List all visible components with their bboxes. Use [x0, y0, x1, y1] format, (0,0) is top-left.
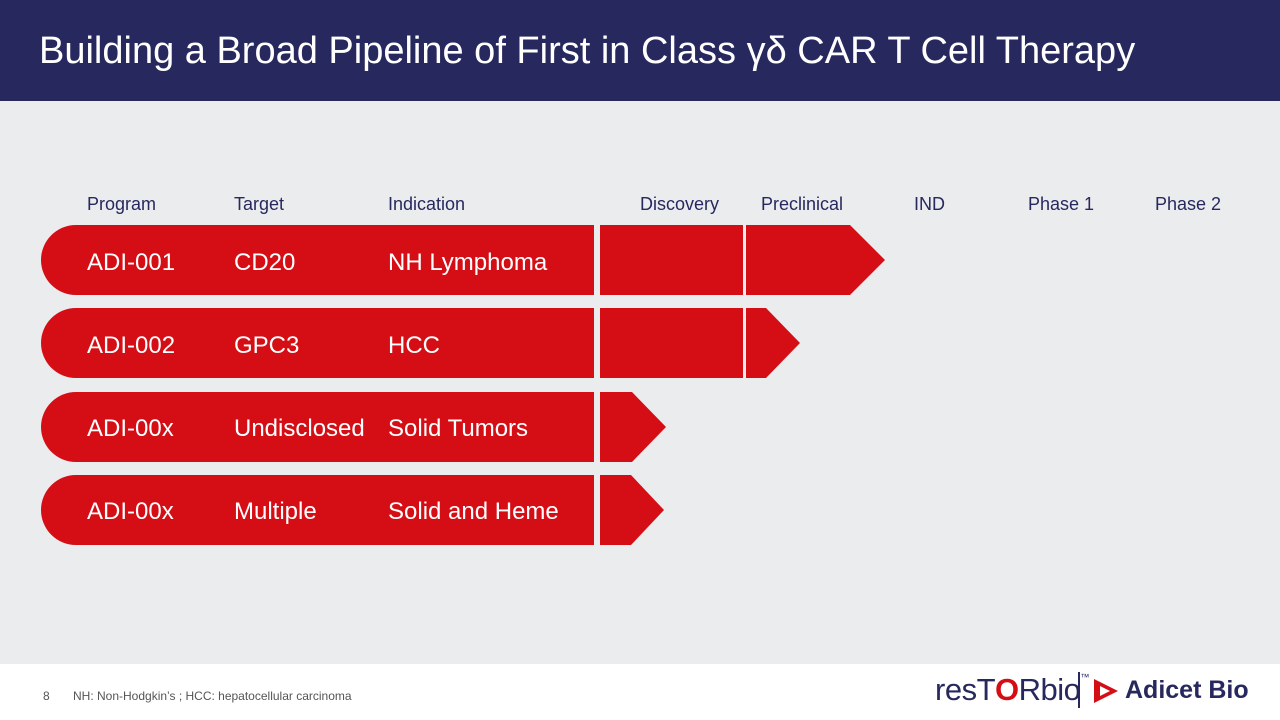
pipeline-row: [41, 475, 594, 545]
pipeline-row: [41, 308, 594, 378]
column-header-indication: Indication: [388, 194, 466, 214]
target-cell: Undisclosed: [234, 415, 365, 442]
indication-cell: NH Lymphoma: [388, 249, 548, 276]
target-cell: GPC3: [234, 332, 300, 359]
discovery-progress-arrow: [600, 475, 664, 545]
program-cell: ADI-00x: [87, 498, 174, 525]
indication-cell: Solid and Heme: [388, 498, 559, 525]
pipeline-row: [41, 225, 594, 295]
indication-cell: Solid Tumors: [388, 415, 529, 442]
content-area: [0, 101, 1280, 664]
target-cell: CD20: [234, 249, 296, 276]
discovery-progress-segment: [600, 225, 743, 295]
page-number: 8: [43, 689, 50, 703]
program-cell: ADI-002: [87, 332, 176, 359]
preclinical-progress-arrow: [746, 225, 885, 295]
page-title: Building a Broad Pipeline of First in Cl…: [39, 30, 1136, 72]
column-header-phase2: Phase 2: [1155, 194, 1222, 214]
logo-divider: [1078, 672, 1080, 708]
program-cell: ADI-00x: [87, 415, 174, 442]
discovery-progress-segment: [600, 308, 743, 378]
column-header-discovery: Discovery: [640, 194, 720, 214]
header-bar: Building a Broad Pipeline of First in Cl…: [0, 0, 1280, 101]
program-cell: ADI-001: [87, 249, 176, 276]
column-header-ind: IND: [914, 194, 945, 214]
indication-cell: HCC: [388, 332, 440, 359]
restorbio-logo: resTORbio™: [935, 672, 1089, 707]
column-header-phase1: Phase 1: [1028, 194, 1095, 214]
pipeline-row: [41, 392, 594, 462]
preclinical-progress-arrow: [746, 308, 800, 378]
adicet-mark-icon: [1094, 679, 1118, 703]
column-header-preclinical: Preclinical: [761, 194, 844, 214]
target-cell: Multiple: [234, 498, 317, 525]
adicet-bio-logo: Adicet Bio: [1125, 676, 1249, 704]
footnote: NH: Non-Hodgkin’s ; HCC: hepatocellular …: [73, 689, 352, 703]
column-header-target: Target: [234, 194, 285, 214]
column-header-program: Program: [87, 194, 157, 214]
discovery-progress-arrow: [600, 392, 666, 462]
